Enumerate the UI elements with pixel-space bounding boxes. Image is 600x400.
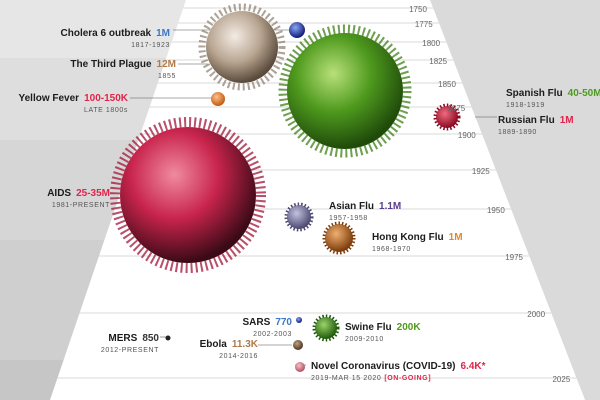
swine-deaths: 200K	[396, 322, 421, 333]
mers-dates: 2012-PRESENT	[100, 347, 159, 354]
hongkong-dates: 1968-1970	[372, 246, 411, 253]
year-label-1825: 1825	[429, 57, 448, 66]
label-plague: The Third Plague 12M 1855	[70, 55, 176, 81]
spanish-name: Spanish Flu	[506, 88, 563, 99]
label-swine-flu: Swine Flu 200K 2009-2010	[345, 318, 421, 344]
virus-plague	[198, 3, 286, 91]
spanish-dates: 1918-1919	[506, 102, 545, 109]
virus-asian-flu	[284, 202, 314, 232]
year-label-1950: 1950	[486, 206, 505, 215]
virus-yellow-fever	[211, 92, 225, 106]
label-aids: AIDS 25-35M 1981-PRESENT	[47, 184, 110, 210]
year-label-1800: 1800	[422, 39, 441, 48]
plague-dates: 1855	[158, 73, 176, 80]
label-yellow-fever: Yellow Fever 100-150K LATE 1800s	[18, 89, 128, 115]
russian-dates: 1889-1890	[498, 129, 537, 136]
virus-russian-flu	[433, 103, 461, 131]
year-label-2000: 2000	[527, 310, 546, 319]
aids-deaths: 25-35M	[76, 188, 110, 199]
covid-name: Novel Coronavirus (COVID-19)	[311, 361, 456, 372]
virus-hong-kong-flu	[322, 221, 356, 255]
virus-aids	[110, 117, 266, 273]
ebola-deaths: 11.3K	[231, 339, 258, 350]
virus-ebola	[293, 340, 303, 350]
mers-name: MERS	[108, 333, 138, 344]
virus-swine-flu	[312, 314, 340, 342]
covid-status-badge: [ON-GOING]	[384, 375, 432, 382]
cholera-deaths: 1M	[156, 28, 170, 39]
yellow-name: Yellow Fever	[18, 93, 80, 104]
virus-covid	[295, 362, 305, 372]
russian-name: Russian Flu	[498, 115, 555, 126]
label-mers: MERS 850 2012-PRESENT	[100, 329, 159, 355]
covid-deaths: 6.4K*	[460, 361, 486, 372]
year-label-1925: 1925	[471, 167, 490, 176]
ebola-name: Ebola	[199, 339, 227, 350]
swine-name: Swine Flu	[345, 322, 392, 333]
aids-dates: 1981-PRESENT	[51, 202, 110, 209]
asian-name: Asian Flu	[329, 201, 375, 212]
year-label-1775: 1775	[414, 20, 433, 29]
plague-name: The Third Plague	[70, 59, 152, 70]
asian-deaths: 1.1M	[379, 201, 402, 212]
year-label-1975: 1975	[505, 253, 523, 262]
label-asian-flu: Asian Flu 1.1M 1957-1958	[329, 197, 402, 223]
label-ebola: Ebola 11.3K 2014-2016	[199, 335, 258, 361]
hongkong-deaths: 1M	[448, 232, 463, 243]
year-label-1875: 1875	[447, 104, 466, 113]
yellow-deaths: 100-150K	[84, 93, 128, 104]
asian-dates: 1957-1958	[329, 215, 368, 222]
virus-sars	[296, 317, 302, 323]
covid-dates: 2019-MAR 15 2020	[311, 375, 382, 382]
label-russian-flu: Russian Flu 1M 1889-1890	[498, 111, 574, 137]
sars-dates: 2002-2003	[253, 331, 292, 338]
year-label-1900: 1900	[457, 131, 476, 140]
label-covid: Novel Coronavirus (COVID-19) 6.4K* 2019-M…	[311, 357, 486, 383]
spanish-deaths: 40-50M	[567, 88, 600, 99]
virus-spanish-flu	[278, 24, 412, 158]
timeline-floor	[50, 0, 585, 400]
mers-deaths: 850	[142, 333, 159, 344]
year-label-2025: 2025	[552, 375, 571, 384]
cholera-name: Cholera 6 outbreak	[60, 28, 152, 39]
label-spanish-flu: Spanish Flu 40-50M 1918-1919	[506, 84, 600, 110]
virus-cholera	[289, 22, 305, 38]
aids-name: AIDS	[47, 188, 72, 199]
label-sars: SARS 770 2002-2003	[242, 313, 292, 339]
hongkong-name: Hong Kong Flu	[372, 232, 444, 243]
plague-deaths: 12M	[156, 59, 176, 70]
virus-mers	[165, 335, 171, 341]
swine-dates: 2009-2010	[345, 336, 384, 343]
label-hong-kong-flu: Hong Kong Flu 1M 1968-1970	[372, 228, 463, 254]
yellow-dates: LATE 1800s	[83, 107, 128, 114]
year-label-1750: 1750	[409, 5, 427, 14]
ebola-dates: 2014-2016	[219, 353, 258, 360]
year-label-1850: 1850	[438, 80, 456, 89]
cholera-dates: 1817-1923	[131, 42, 170, 49]
sars-name: SARS	[242, 317, 271, 328]
russian-deaths: 1M	[559, 115, 574, 126]
label-cholera: Cholera 6 outbreak 1M 1817-1923	[60, 24, 171, 50]
sars-deaths: 770	[275, 317, 292, 328]
